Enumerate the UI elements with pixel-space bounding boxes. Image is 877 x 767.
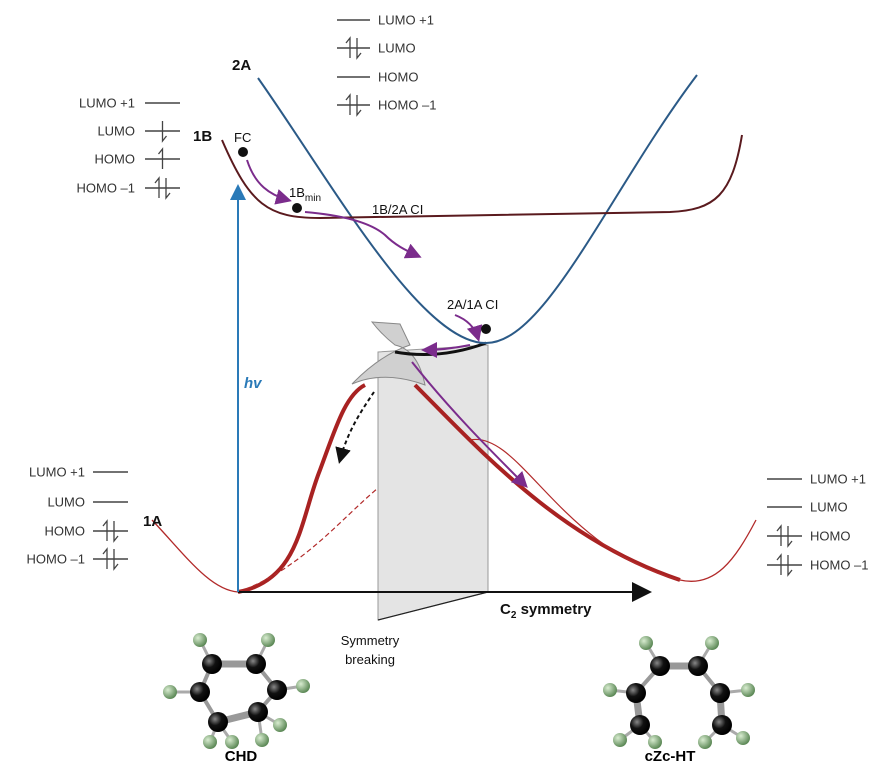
orbital-label: LUMO <box>97 124 135 139</box>
carbon <box>630 715 650 735</box>
carbon <box>710 683 730 703</box>
molecule-label: CHD <box>225 748 258 765</box>
carbon <box>246 654 266 674</box>
photon-label: hv <box>244 375 263 392</box>
symmetry-breaking-label: breaking <box>345 652 395 667</box>
hydrogen <box>296 679 310 693</box>
orbital-label: LUMO <box>810 500 848 515</box>
hydrogen <box>193 633 207 647</box>
orbital-label: LUMO +1 <box>810 472 866 487</box>
orbital-label: HOMO –1 <box>26 552 85 567</box>
hydrogen <box>736 731 750 745</box>
hydrogen <box>225 735 239 749</box>
carbon <box>248 702 268 722</box>
hydrogen <box>648 735 662 749</box>
carbon <box>712 715 732 735</box>
hydrogen <box>203 735 217 749</box>
diagram: 2A 1B 1A FC 1Bmin 1B/2A CI 2A/1A CI hv C… <box>0 0 877 767</box>
point-label: 2A/1A CI <box>447 297 498 312</box>
point-label-main: 1B <box>289 185 305 200</box>
carbon <box>208 712 228 732</box>
orbital-label: LUMO +1 <box>29 465 85 480</box>
curve-1a-rise <box>238 385 365 592</box>
orbital-label: LUMO <box>378 41 416 56</box>
hydrogen <box>261 633 275 647</box>
carbon <box>202 654 222 674</box>
hydrogen <box>705 636 719 650</box>
axis-label: C2 symmetry <box>500 601 592 621</box>
orbital-label: HOMO –1 <box>76 181 135 196</box>
hydrogen <box>741 683 755 697</box>
axis-label-suffix: symmetry <box>516 601 592 618</box>
orbital-label: LUMO +1 <box>79 96 135 111</box>
min-point <box>292 203 302 213</box>
point-label-sub: min <box>305 193 321 204</box>
orbital-label: HOMO <box>95 152 135 167</box>
orbital-label: HOMO –1 <box>378 98 437 113</box>
hydrogen <box>255 733 269 747</box>
point-label: 1Bmin <box>289 185 321 204</box>
decay-path <box>340 392 374 460</box>
carbon <box>190 682 210 702</box>
hydrogen <box>698 735 712 749</box>
curve-1a-left <box>152 520 238 592</box>
carbon <box>688 656 708 676</box>
orbital-label: HOMO <box>810 529 850 544</box>
state-label: 1A <box>143 513 162 530</box>
axis-label-main: C <box>500 601 511 618</box>
point-label: FC <box>234 130 251 145</box>
orbital-label: LUMO <box>47 495 85 510</box>
point-label: 1B/2A CI <box>372 202 423 217</box>
symmetry-breaking-label: Symmetry <box>341 633 400 648</box>
hydrogen <box>163 685 177 699</box>
curve-1a-right <box>680 520 756 581</box>
state-label: 1B <box>193 128 212 145</box>
fc-point <box>238 147 248 157</box>
carbon <box>650 656 670 676</box>
molecules <box>163 633 755 749</box>
carbon <box>626 683 646 703</box>
orbital-label: LUMO +1 <box>378 13 434 28</box>
orbital-label: HOMO –1 <box>810 558 869 573</box>
carbon <box>267 680 287 700</box>
orbital-label: HOMO <box>45 524 85 539</box>
hydrogen <box>273 718 287 732</box>
hydrogen <box>639 636 653 650</box>
orbital-label: HOMO <box>378 70 418 85</box>
ci-point <box>481 324 491 334</box>
molecule-label: cZc-HT <box>645 748 696 765</box>
state-label: 2A <box>232 57 251 74</box>
hydrogen <box>613 733 627 747</box>
hydrogen <box>603 683 617 697</box>
